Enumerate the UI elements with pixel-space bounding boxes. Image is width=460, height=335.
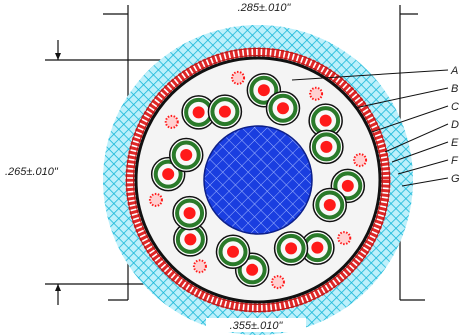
filler-strand <box>337 231 352 246</box>
wire-conductor <box>246 263 259 276</box>
callout-b: B <box>451 83 458 95</box>
dimension-arrows <box>55 53 61 291</box>
braid-shield <box>125 47 391 313</box>
callout-g: G <box>451 173 460 185</box>
callout-leaders <box>291 69 449 187</box>
braid-inner-edge <box>133 55 383 305</box>
top-dimension-bg <box>200 0 320 13</box>
filler-strand <box>309 86 324 101</box>
wire-conductor <box>319 114 332 127</box>
wire-conductor <box>341 179 354 192</box>
callout-a: A <box>450 65 458 77</box>
filler-strand <box>270 275 285 290</box>
filler-strand <box>164 114 179 129</box>
callout-e: E <box>451 137 459 149</box>
cable <box>103 25 413 335</box>
wire-conductor <box>227 245 240 258</box>
central-core <box>203 125 313 235</box>
wire-conductor <box>257 84 270 97</box>
filler-strand <box>192 259 207 274</box>
callout-labels: A B C D E F G <box>450 65 460 185</box>
filler-strand <box>231 70 246 85</box>
filler-strand <box>353 153 368 168</box>
braid-outer-edge <box>126 48 390 312</box>
conductor-pairs <box>148 70 368 290</box>
wire-conductor <box>183 207 196 220</box>
bottom-dimension-label: .355±.010" <box>230 320 284 332</box>
callout-c: C <box>451 101 459 113</box>
top-dimension-label: .285±.010" <box>238 2 292 14</box>
wire-conductor <box>285 242 298 255</box>
filler-strand <box>148 192 163 207</box>
wire-conductor <box>218 105 231 118</box>
left-dimension-label: .265±.010" <box>5 166 59 178</box>
bottom-dimension-bg <box>206 318 306 332</box>
wire-conductor <box>320 140 333 153</box>
wire-conductor <box>323 198 336 211</box>
wire-conductor <box>192 106 205 119</box>
wire-conductor <box>184 233 197 246</box>
wire-conductor <box>162 168 175 181</box>
wire-conductor <box>311 241 324 254</box>
wire-conductor <box>276 102 289 115</box>
callout-d: D <box>451 119 459 131</box>
wire-conductor <box>180 149 193 162</box>
callout-f: F <box>451 155 459 167</box>
